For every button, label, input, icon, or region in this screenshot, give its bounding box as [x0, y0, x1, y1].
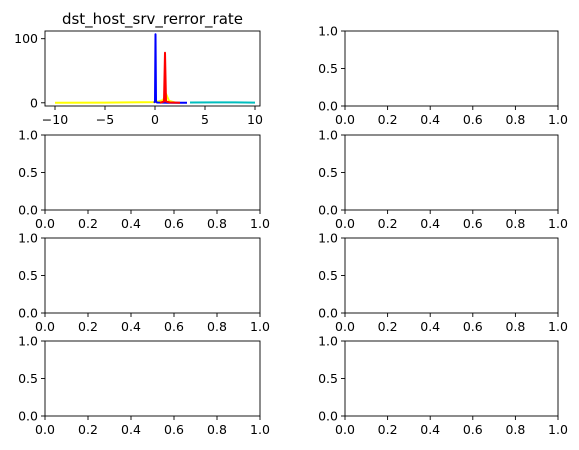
- y-tick-label: 100: [14, 31, 38, 46]
- subplot-3: 0.0 0.2 0.4 0.6 0.8 1.0 0.0 0.5 1.0: [18, 128, 270, 232]
- x-tick-label: 0.8: [505, 112, 525, 127]
- y-tick-label: 0.0: [318, 203, 338, 218]
- y-tick-label: 1.0: [318, 334, 338, 349]
- x-tick-label: 0.4: [121, 319, 141, 334]
- plot-area-frame: [344, 340, 559, 417]
- x-tick-label: 1.0: [250, 216, 270, 231]
- x-tick-label: 1.0: [548, 216, 568, 231]
- plot-area-frame: [44, 237, 261, 314]
- y-tick-label: 0.5: [318, 61, 338, 76]
- x-tick-label: −10: [42, 112, 68, 127]
- x-tick-label: 0.0: [335, 112, 355, 127]
- y-tick-label: 0.0: [18, 306, 38, 321]
- x-tick-label: 1.0: [548, 112, 568, 127]
- x-tick-label: 0.2: [78, 422, 98, 437]
- y-tick-label: 0.5: [18, 268, 38, 283]
- x-tick-label: 0: [151, 112, 159, 127]
- x-tick-label: 0.6: [164, 422, 184, 437]
- x-tick-label: 0.2: [378, 422, 398, 437]
- plot-area-frame: [44, 340, 261, 417]
- x-tick-label: 0.4: [121, 422, 141, 437]
- y-tick-label: 1.0: [318, 24, 338, 39]
- x-tick-label: 10: [247, 112, 263, 127]
- y-tick-label: 0.0: [318, 99, 338, 114]
- y-tick-label: 0.5: [18, 165, 38, 180]
- y-tick-label: 1.0: [318, 128, 338, 143]
- x-tick-label: 0.6: [463, 112, 483, 127]
- subplot-2: 0.0 0.2 0.4 0.6 0.8 1.0 0.0 0.5 1.0: [318, 24, 568, 128]
- plot-area-frame: [44, 134, 261, 211]
- x-tick-label: 0.6: [463, 422, 483, 437]
- x-tick-label: 1.0: [250, 422, 270, 437]
- x-tick-label: 0.0: [35, 216, 55, 231]
- y-tick-label: 0.0: [318, 409, 338, 424]
- x-tick-label: 1.0: [250, 319, 270, 334]
- x-tick-label: 0.8: [505, 319, 525, 334]
- subplot-5: 0.0 0.2 0.4 0.6 0.8 1.0 0.0 0.5 1.0: [18, 231, 270, 335]
- x-tick-label: 0.8: [207, 216, 227, 231]
- y-tick-label: 0.5: [318, 165, 338, 180]
- series-line-1: [54, 92, 176, 104]
- y-tick-label: 0.0: [18, 203, 38, 218]
- y-tick-label: 1.0: [18, 128, 38, 143]
- subplot-6: 0.0 0.2 0.4 0.6 0.8 1.0 0.0 0.5 1.0: [318, 231, 568, 335]
- y-tick-label: 0.5: [318, 268, 338, 283]
- y-tick-label: 0.0: [18, 409, 38, 424]
- x-tick-label: 0.6: [463, 319, 483, 334]
- x-tick-label: 0.6: [164, 216, 184, 231]
- x-tick-label: 0.2: [78, 216, 98, 231]
- x-tick-label: 0.0: [335, 319, 355, 334]
- x-tick-label: 0.8: [207, 422, 227, 437]
- y-tick-label: 0.5: [18, 371, 38, 386]
- x-tick-label: 0.4: [420, 319, 440, 334]
- plot-area-frame: [344, 30, 559, 107]
- plot-area-frame: [344, 134, 559, 211]
- x-tick-label: 1.0: [548, 319, 568, 334]
- x-tick-label: 0.2: [378, 216, 398, 231]
- y-tick-label: 0: [30, 95, 38, 110]
- x-tick-label: 1.0: [548, 422, 568, 437]
- x-tick-label: 0.4: [420, 216, 440, 231]
- plot-area-frame: [344, 237, 559, 314]
- y-tick-label: 1.0: [318, 231, 338, 246]
- subplot-4: 0.0 0.2 0.4 0.6 0.8 1.0 0.0 0.5 1.0: [318, 128, 568, 232]
- subplot-7: 0.0 0.2 0.4 0.6 0.8 1.0 0.0 0.5 1.0: [18, 334, 270, 438]
- x-tick-label: 0.8: [207, 319, 227, 334]
- series-line-2: [153, 33, 187, 104]
- subplot-title: dst_host_srv_rerror_rate: [62, 10, 243, 29]
- x-tick-label: 0.6: [164, 319, 184, 334]
- series-line-3: [159, 51, 181, 104]
- x-tick-label: 0.8: [505, 422, 525, 437]
- x-tick-label: 0.0: [335, 216, 355, 231]
- x-tick-label: 5: [201, 112, 209, 127]
- y-tick-label: 0.5: [318, 371, 338, 386]
- y-tick-label: 0.0: [318, 306, 338, 321]
- x-tick-label: 0.2: [78, 319, 98, 334]
- x-tick-label: 0.0: [35, 422, 55, 437]
- plot-area-frame: [44, 30, 261, 107]
- subplot-8: 0.0 0.2 0.4 0.6 0.8 1.0 0.0 0.5 1.0: [318, 334, 568, 438]
- x-tick-label: 0.4: [420, 112, 440, 127]
- x-tick-label: −5: [96, 112, 114, 127]
- x-tick-label: 0.2: [378, 112, 398, 127]
- x-tick-label: 0.2: [378, 319, 398, 334]
- y-tick-label: 1.0: [18, 231, 38, 246]
- y-tick-label: 1.0: [18, 334, 38, 349]
- x-tick-label: 0.4: [121, 216, 141, 231]
- x-tick-label: 0.6: [463, 216, 483, 231]
- x-tick-label: 0.4: [420, 422, 440, 437]
- x-tick-label: 0.8: [505, 216, 525, 231]
- x-tick-label: 0.0: [35, 319, 55, 334]
- x-tick-label: 0.0: [335, 422, 355, 437]
